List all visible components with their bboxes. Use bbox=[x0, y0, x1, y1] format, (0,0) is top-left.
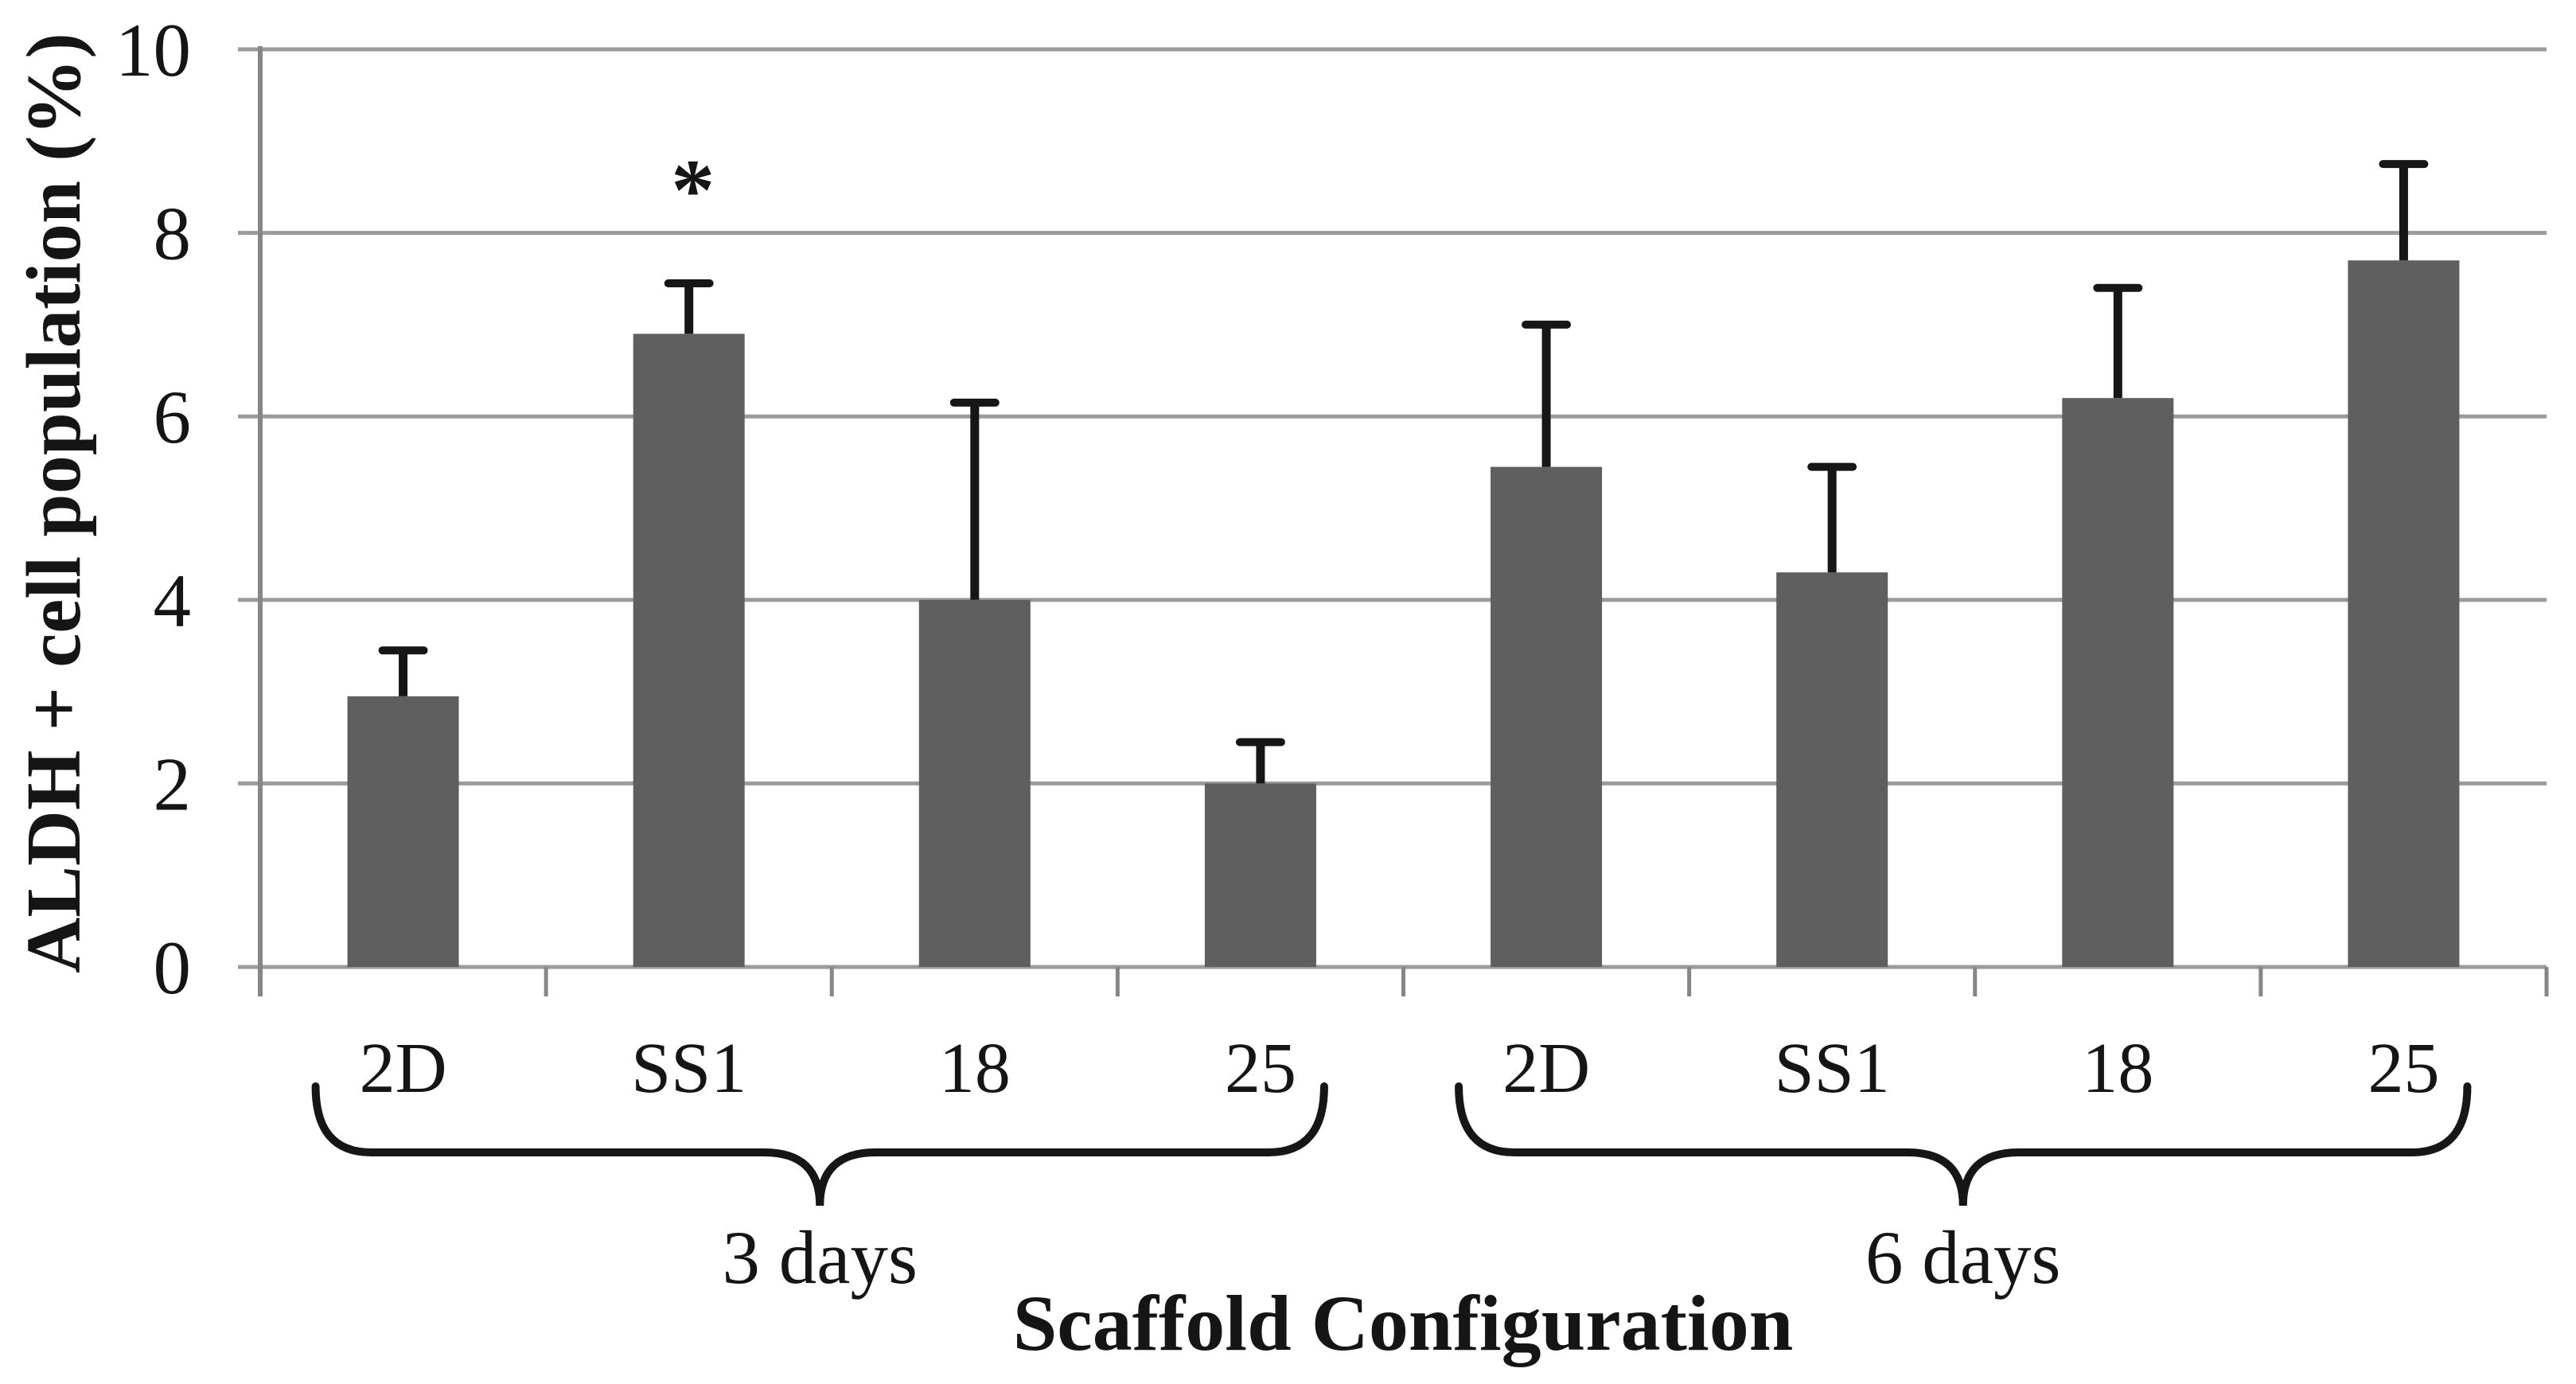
bar-6-days-25 bbox=[2348, 260, 2460, 967]
x-category-label-2: 18 bbox=[939, 1029, 1011, 1108]
group-label-6-days: 6 days bbox=[1865, 1215, 2060, 1300]
y-tick-label-8: 8 bbox=[154, 192, 192, 276]
x-category-label-6: 18 bbox=[2082, 1029, 2153, 1108]
y-tick-label-6: 6 bbox=[154, 375, 192, 459]
x-category-label-4: 2D bbox=[1502, 1029, 1590, 1108]
significance-star-0: * bbox=[671, 141, 715, 238]
bar-6-days-18 bbox=[2062, 398, 2174, 967]
labels-layer: 0 2 4 6 8 10 2D SS1 18 25 2D SS1 18 25 3 days 6 days * bbox=[115, 8, 2439, 1300]
x-category-label-0: 2D bbox=[360, 1029, 447, 1108]
axes-layer bbox=[258, 46, 2549, 996]
x-category-label-1: SS1 bbox=[631, 1029, 746, 1108]
brace-3-days bbox=[311, 1082, 1328, 1207]
bar-3-days-SS1 bbox=[633, 333, 745, 967]
y-tick-label-4: 4 bbox=[154, 559, 192, 643]
bar-3-days-2D bbox=[347, 696, 459, 967]
y-tick-label-0: 0 bbox=[154, 926, 192, 1010]
x-category-label-7: 25 bbox=[2368, 1029, 2439, 1108]
error-bars-layer bbox=[378, 160, 2429, 784]
bar-6-days-2D bbox=[1491, 466, 1603, 967]
y-tick-label-2: 2 bbox=[154, 742, 192, 826]
y-tick-label-10: 10 bbox=[115, 8, 191, 92]
x-category-label-5: SS1 bbox=[1775, 1029, 1890, 1108]
group-braces-layer bbox=[311, 1082, 2472, 1207]
bar-3-days-25 bbox=[1204, 783, 1316, 967]
bars-layer bbox=[347, 260, 2460, 967]
gridlines-layer bbox=[238, 47, 2547, 969]
brace-6-days bbox=[1455, 1082, 2472, 1207]
x-axis-title: Scaffold Configuration bbox=[1013, 1279, 1794, 1367]
y-axis-title: ALDH + cell population (%) bbox=[11, 33, 96, 973]
bar-6-days-SS1 bbox=[1776, 572, 1888, 967]
group-label-3-days: 3 days bbox=[723, 1215, 918, 1300]
x-category-label-3: 25 bbox=[1225, 1029, 1296, 1108]
bar-3-days-18 bbox=[918, 599, 1031, 967]
